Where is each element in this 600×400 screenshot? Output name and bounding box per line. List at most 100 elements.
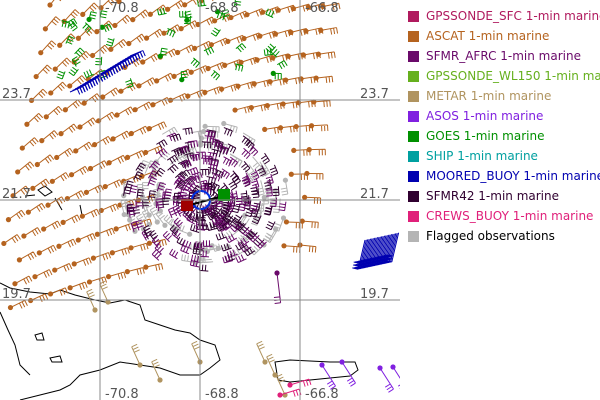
wind-barb (318, 51, 336, 59)
observation-dot (80, 11, 86, 17)
wind-barb (190, 57, 200, 68)
observation-dot (306, 147, 312, 153)
wind-barb (211, 216, 223, 226)
legend-label: METAR 1-min marine (426, 89, 552, 103)
observation-dot (288, 29, 294, 35)
wind-barb (392, 366, 400, 390)
wind-barb (245, 231, 258, 241)
wind-barb (157, 7, 167, 16)
wind-barb (207, 209, 220, 219)
observation-dot (319, 362, 325, 368)
legend-swatch (408, 50, 419, 62)
wind-barb (156, 72, 175, 82)
observation-dot (98, 5, 104, 11)
wind-barb (309, 148, 326, 156)
observation-dot (90, 52, 96, 59)
legend-swatch (408, 10, 419, 22)
wind-barb (149, 121, 167, 130)
lat-label-left-2: 21.7 (2, 187, 31, 202)
wind-barb (50, 287, 69, 296)
observation-dot (91, 142, 98, 148)
observation-dot (287, 382, 293, 388)
wind-barb (101, 23, 113, 33)
observation-dot (208, 42, 214, 48)
wind-barb (169, 248, 179, 260)
observation-dot (202, 123, 208, 129)
wind-barb (60, 123, 78, 135)
observation-dot (77, 124, 83, 130)
wind-barb (31, 88, 48, 101)
wind-barb (257, 197, 265, 212)
wind-barb (128, 33, 146, 44)
observation-dot (121, 211, 127, 218)
wind-barb (129, 50, 146, 59)
wind-barb (170, 133, 182, 142)
wind-barb (45, 16, 61, 30)
wind-barb (166, 132, 178, 142)
wind-barb (190, 129, 206, 138)
observation-dot (198, 139, 204, 146)
wind-barb (353, 239, 367, 270)
observation-dot (71, 261, 77, 267)
wind-barb (265, 186, 273, 197)
observation-dot (288, 171, 294, 177)
wind-barb (156, 139, 168, 149)
observation-dot (260, 9, 266, 15)
wind-barb (173, 176, 185, 187)
wind-barb (235, 254, 247, 264)
legend-label: ASCAT 1-min marine (426, 29, 550, 43)
lon-label-bottom-2: -68.8 (205, 387, 239, 400)
wind-barb (223, 127, 233, 137)
observation-dot (304, 170, 310, 177)
wind-barb (137, 159, 149, 174)
wind-barb (10, 299, 28, 309)
wind-barb (378, 234, 393, 265)
observation-dot (38, 50, 44, 56)
wind-barb (201, 141, 212, 149)
wind-barb (133, 171, 144, 181)
wind-barb (172, 204, 182, 217)
wind-barb (373, 235, 387, 266)
wind-barb (380, 233, 394, 264)
wind-barb (189, 259, 200, 268)
observation-dot (108, 46, 114, 52)
observation-dot (112, 22, 118, 29)
wind-barb (218, 217, 230, 227)
wind-barb (134, 218, 153, 227)
wind-barb (78, 26, 95, 39)
wind-barb (206, 175, 216, 185)
wind-barb (260, 152, 270, 165)
wind-barb (197, 179, 209, 188)
wind-barb (258, 161, 268, 178)
wind-barb (219, 144, 229, 155)
wind-barb (278, 201, 287, 212)
wind-barb (210, 27, 221, 37)
observation-dot (175, 49, 181, 56)
wind-barb (242, 132, 256, 146)
wind-barb (61, 20, 70, 29)
observation-dot (313, 75, 319, 81)
lon-label-bottom-1: -70.8 (105, 387, 139, 400)
wind-observation-map[interactable]: -70.8 -68.8 -66.8 -70.8 -68.8 -66.8 23.7… (0, 0, 400, 400)
observation-dot (19, 145, 25, 151)
wind-barb (241, 161, 251, 173)
wind-barb (206, 129, 217, 138)
wind-barb (92, 44, 110, 56)
wind-barb (174, 171, 187, 181)
wind-barb (198, 264, 209, 272)
wind-barb (102, 87, 120, 98)
wind-barb (138, 77, 157, 87)
observation-dot (143, 149, 149, 156)
observation-dot (315, 51, 322, 57)
wind-barb (215, 168, 224, 179)
observation-dot (49, 178, 55, 184)
observation-dot (34, 161, 40, 168)
wind-barb (99, 10, 108, 19)
legend-item: SFMR_AFRC 1-min marine (408, 46, 600, 66)
legend-swatch (408, 110, 419, 122)
observation-dot (280, 101, 286, 107)
wind-barb (234, 63, 244, 72)
center-marker-green (218, 189, 230, 201)
legend-swatch (408, 210, 419, 222)
wind-barb (238, 201, 247, 212)
